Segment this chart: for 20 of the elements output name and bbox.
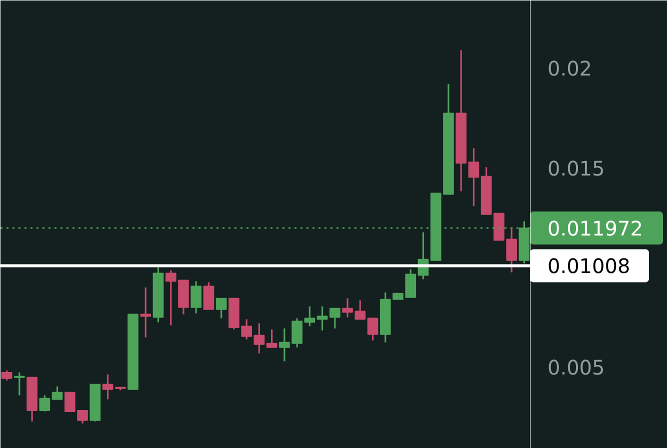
- candlestick: [216, 298, 227, 320]
- candlestick: [266, 328, 278, 348]
- y-tick-label: 0.015: [548, 156, 605, 180]
- candlestick: [468, 147, 480, 207]
- y-tick-label: 0.02: [548, 56, 592, 81]
- candlestick: [329, 308, 340, 330]
- candlestick: [140, 286, 152, 338]
- candlestick: [316, 306, 328, 332]
- candlestick: [203, 281, 214, 310]
- ref-line-label: 0.01008: [548, 254, 630, 278]
- candlestick: [39, 394, 50, 412]
- candlestick: [1, 370, 12, 382]
- y-tick-label: 0.005: [548, 355, 605, 380]
- candlestick: [190, 280, 202, 314]
- candlestick: [102, 374, 114, 400]
- candlestick: [14, 372, 25, 396]
- candlestick: [367, 317, 378, 342]
- candlestick: [254, 322, 265, 354]
- ref-line-label: 0.011972: [548, 216, 643, 241]
- candlestick: [52, 386, 63, 400]
